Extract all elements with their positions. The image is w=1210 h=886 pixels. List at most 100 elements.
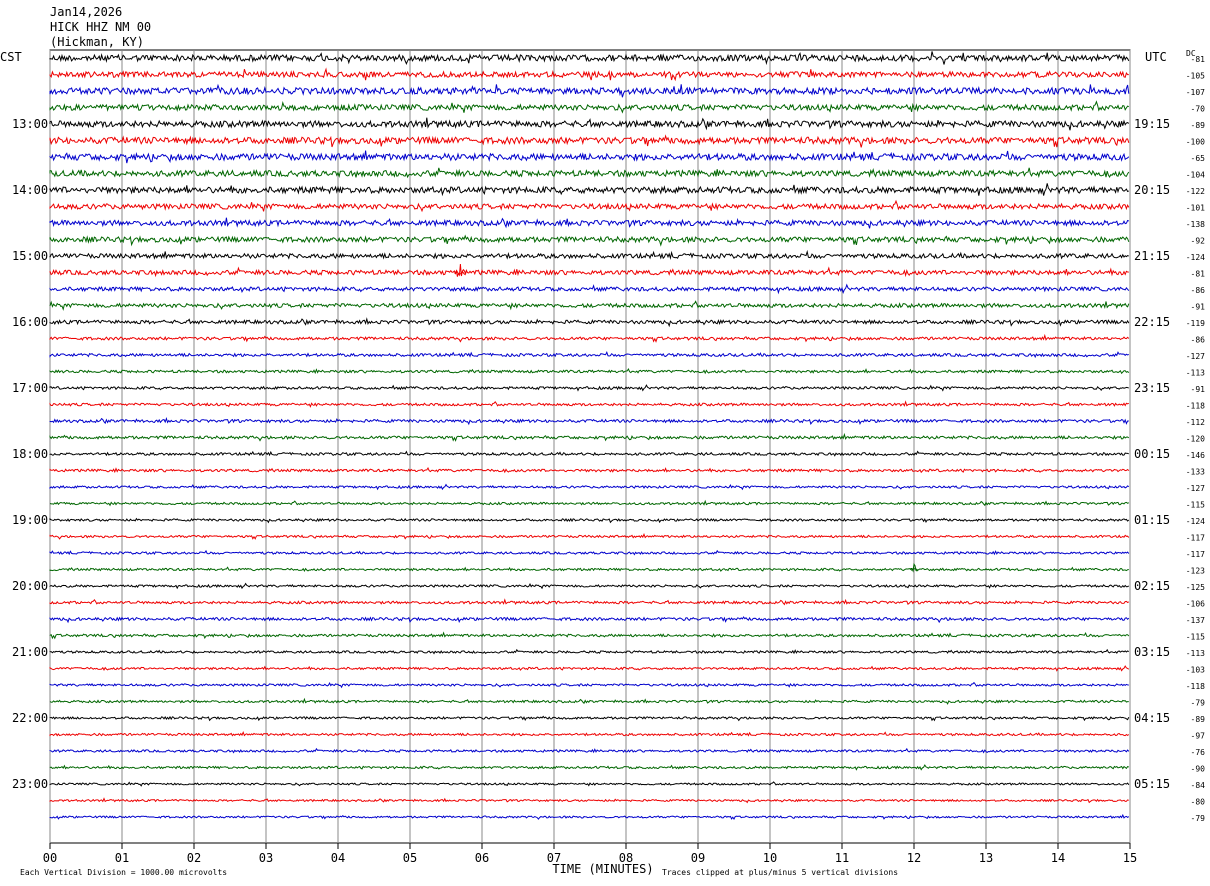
cst-hour-label: 22:00 bbox=[12, 711, 48, 725]
footer-left: Each Vertical Division = 1000.00 microvo… bbox=[20, 868, 227, 877]
utc-hour-label: 01:15 bbox=[1134, 513, 1170, 527]
cst-hour-label: 14:00 bbox=[12, 183, 48, 197]
dc-offset-label: -113 bbox=[1186, 649, 1205, 658]
dc-offset-label: -112 bbox=[1186, 418, 1205, 427]
dc-offset-label: -125 bbox=[1186, 583, 1205, 592]
grid bbox=[49, 49, 1131, 849]
trace-line bbox=[49, 681, 1129, 689]
cst-hour-label: 18:00 bbox=[12, 447, 48, 461]
cst-hour-label: 20:00 bbox=[12, 579, 48, 593]
utc-hour-label: 04:15 bbox=[1134, 711, 1170, 725]
header-station: HICK HHZ NM 00 bbox=[50, 20, 152, 34]
x-tick-label: 14 bbox=[1051, 851, 1065, 865]
trace-line bbox=[49, 83, 1130, 98]
trace-line bbox=[49, 351, 1129, 359]
trace-line bbox=[49, 183, 1130, 197]
dc-offset-label: -123 bbox=[1186, 567, 1205, 576]
utc-hour-label: 20:15 bbox=[1134, 183, 1170, 197]
dc-offset-label: -65 bbox=[1191, 154, 1206, 163]
dc-offset-label: -120 bbox=[1186, 435, 1205, 444]
dc-offset-label: -133 bbox=[1186, 468, 1205, 477]
traces bbox=[49, 51, 1130, 820]
dc-offset-label: -80 bbox=[1191, 798, 1206, 807]
dc-offset-label: -115 bbox=[1186, 633, 1205, 642]
trace-line bbox=[49, 400, 1129, 408]
utc-hour-label: 05:15 bbox=[1134, 777, 1170, 791]
trace-line bbox=[49, 517, 1130, 524]
trace-line bbox=[49, 117, 1130, 131]
dc-offset-label: -119 bbox=[1186, 319, 1205, 328]
trace-line bbox=[49, 665, 1130, 672]
dc-offset-label: -70 bbox=[1191, 105, 1206, 114]
trace-line bbox=[49, 483, 1130, 491]
dc-offset-label: -118 bbox=[1186, 682, 1205, 691]
trace-line bbox=[49, 616, 1130, 624]
trace-line bbox=[49, 199, 1130, 213]
dc-offset-label: -81 bbox=[1191, 270, 1206, 279]
cst-hour-label: 21:00 bbox=[12, 645, 48, 659]
dc-offset-label: -146 bbox=[1186, 451, 1205, 460]
dc-offset-label: -79 bbox=[1191, 814, 1206, 823]
trace-line bbox=[49, 417, 1129, 426]
utc-hour-label: 21:15 bbox=[1134, 249, 1170, 263]
trace-line bbox=[49, 532, 1130, 540]
x-tick-label: 04 bbox=[331, 851, 345, 865]
dc-offset-label: -91 bbox=[1191, 303, 1206, 312]
trace-line bbox=[49, 234, 1130, 247]
x-tick-label: 11 bbox=[835, 851, 849, 865]
event-burst bbox=[909, 562, 919, 573]
trace-line bbox=[49, 333, 1130, 343]
x-axis-title: TIME (MINUTES) bbox=[552, 862, 653, 876]
dc-offset-label: -97 bbox=[1191, 732, 1206, 741]
header-location: (Hickman, KY) bbox=[50, 35, 144, 49]
trace-line bbox=[49, 747, 1130, 754]
dc-offset-label: -115 bbox=[1186, 501, 1205, 510]
trace-line bbox=[49, 384, 1129, 392]
trace-line bbox=[49, 730, 1130, 737]
footer-right: Traces clipped at plus/minus 5 vertical … bbox=[662, 868, 898, 877]
dc-offset-label: -91 bbox=[1191, 385, 1206, 394]
x-tick-label: 09 bbox=[691, 851, 705, 865]
dc-offset-label: -90 bbox=[1191, 765, 1206, 774]
dc-offset-label: -76 bbox=[1191, 748, 1206, 757]
dc-offset-label: -92 bbox=[1191, 237, 1206, 246]
dc-offset-label: -117 bbox=[1186, 550, 1205, 559]
x-tick-label: 00 bbox=[43, 851, 57, 865]
dc-offset-label: -106 bbox=[1186, 600, 1205, 609]
cst-hour-label: 19:00 bbox=[12, 513, 48, 527]
cst-hour-label: 16:00 bbox=[12, 315, 48, 329]
trace-line bbox=[49, 631, 1130, 640]
x-tick-label: 15 bbox=[1123, 851, 1137, 865]
trace-line bbox=[49, 100, 1130, 114]
utc-hour-label: 02:15 bbox=[1134, 579, 1170, 593]
dc-offset-label: -124 bbox=[1186, 517, 1205, 526]
cst-label: CST bbox=[0, 50, 22, 64]
x-tick-label: 10 bbox=[763, 851, 777, 865]
x-tick-label: 01 bbox=[115, 851, 129, 865]
dc-offset-label: -89 bbox=[1191, 715, 1206, 724]
dc-offset-label: -113 bbox=[1186, 369, 1205, 378]
trace-line bbox=[49, 466, 1130, 474]
trace-line bbox=[49, 813, 1130, 820]
utc-hour-label: 22:15 bbox=[1134, 315, 1170, 329]
cst-hour-label: 15:00 bbox=[12, 249, 48, 263]
trace-line bbox=[49, 648, 1130, 655]
trace-line bbox=[49, 367, 1130, 375]
dc-offset-label: -81 bbox=[1191, 55, 1206, 64]
dc-offset-label: -127 bbox=[1186, 484, 1205, 493]
trace-line bbox=[49, 167, 1130, 179]
cst-hour-label: 23:00 bbox=[12, 777, 48, 791]
trace-line bbox=[49, 797, 1129, 804]
x-tick-label: 08 bbox=[619, 851, 633, 865]
x-tick-label: 13 bbox=[979, 851, 993, 865]
utc-hour-label: 00:15 bbox=[1134, 447, 1170, 461]
trace-line bbox=[49, 249, 1129, 260]
dc-offset-label: -122 bbox=[1186, 187, 1205, 196]
trace-line bbox=[49, 317, 1130, 328]
dc-offset-label: -86 bbox=[1191, 336, 1206, 345]
trace-line bbox=[49, 549, 1130, 556]
cst-hour-label: 17:00 bbox=[12, 381, 48, 395]
event-burst bbox=[454, 263, 467, 277]
trace-line bbox=[49, 781, 1130, 787]
